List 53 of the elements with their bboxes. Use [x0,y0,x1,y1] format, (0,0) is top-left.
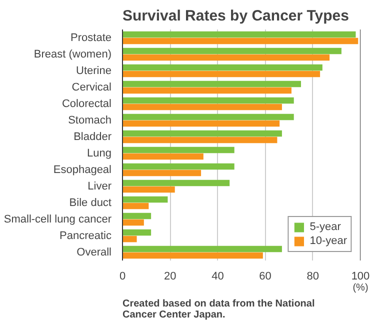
x-axis-title: (%) [352,282,368,294]
bar [122,180,230,186]
y-tick-label: Esophageal [53,164,112,176]
bar [122,202,149,210]
y-tick-label: Overall [76,246,112,258]
y-tick-label: Small-cell lung cancer [4,213,112,226]
y-tick-label: Cervical [72,81,112,94]
bar [122,219,144,226]
y-tick-label: Pancreatic [60,230,112,242]
bar [122,104,282,110]
bar [122,54,330,61]
y-tick-label: Uterine [76,64,112,77]
bar [122,246,282,252]
text: Created based on data from the National Cancer Center Japan. [122,298,315,320]
bar [122,97,294,104]
bar [122,153,204,160]
bar [122,212,152,220]
bar [122,146,234,154]
x-tick-label: 20 [164,270,176,282]
x-tick-label: 0 [119,270,126,282]
y-tick-label: Prostate [70,32,112,44]
y-tick-label: Stomach [68,114,112,126]
bar [122,163,234,170]
chart-title: Survival Rates by Cancer Types [122,8,349,24]
bar [122,70,320,78]
legend-label: 5-year [310,221,341,233]
bar [122,114,294,120]
y-tick-label: Breast (women) [34,48,112,60]
x-tick-label: 40 [212,270,224,282]
x-tick-label: 80 [306,270,320,282]
x-tick-label: 60 [259,270,272,282]
bar [122,170,202,176]
bar [122,64,322,71]
bar [122,48,342,54]
y-tick-label: Liver [88,180,112,192]
bar [122,80,301,88]
y-tick-label: Colorectal [62,98,112,110]
bar [122,186,175,193]
bar [122,252,263,259]
bar [122,130,282,137]
bar [122,229,152,236]
bar [122,87,292,94]
x-tick-label: 100 [351,270,370,282]
bar [122,196,168,203]
legend-label: 10-year [310,235,347,247]
y-tick-label: Lung [87,147,112,160]
y-tick-label: Bile duct [69,196,112,209]
bar [122,38,358,44]
bar [122,136,278,144]
bar [122,31,356,38]
bar [122,120,280,127]
bar [122,236,137,242]
y-tick-label: Bladder [74,130,112,143]
